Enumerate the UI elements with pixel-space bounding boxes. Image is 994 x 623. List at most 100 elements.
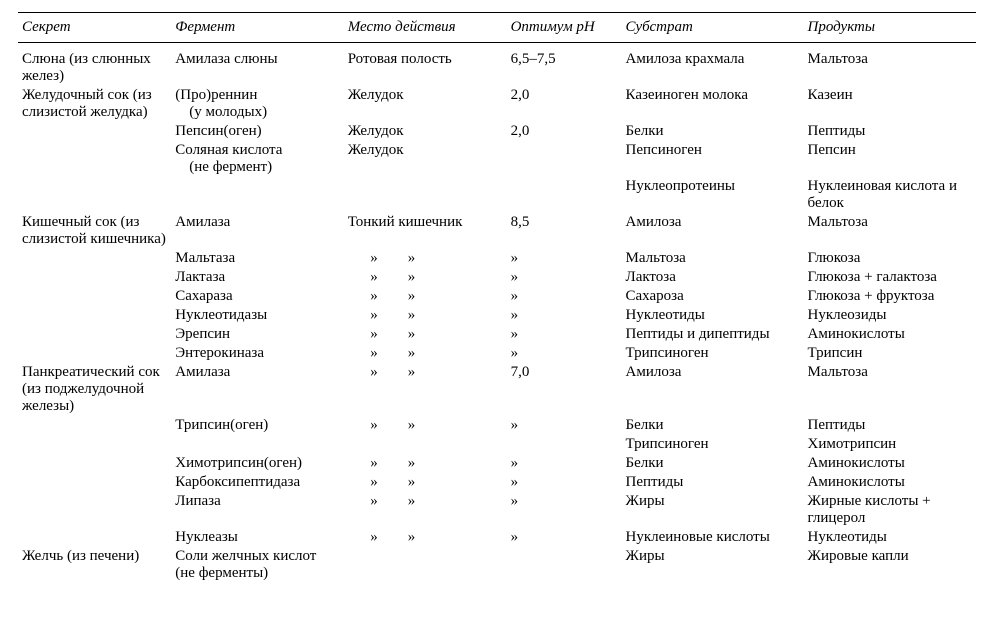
table-cell: [18, 122, 171, 141]
table-row: Панкреатический сок (из поджелудочной же…: [18, 363, 976, 416]
table-cell: Желудочный сок (из слизистой желудка): [18, 86, 171, 122]
table-row: Соляная кислота(не фермент)Желудок Пепсин…: [18, 141, 976, 177]
table-cell: Слюна (из слюнных желез): [18, 43, 171, 87]
table-cell: Пепсиноген: [622, 141, 804, 177]
table-cell: »: [507, 306, 622, 325]
table-cell: [344, 177, 507, 213]
table-cell: » »: [344, 268, 507, 287]
enzymes-table: СекретФерментМесто действияОптимум pHСуб…: [18, 12, 976, 583]
table-cell: Амилоза: [622, 213, 804, 249]
table-cell: »: [507, 473, 622, 492]
table-cell: (Про)реннин(у молодых): [171, 86, 343, 122]
table-cell: Жиры: [622, 547, 804, 583]
table-cell: Амилоза: [622, 363, 804, 416]
table-cell: 7,0: [507, 363, 622, 416]
table-cell: Аминокислоты: [804, 454, 976, 473]
table-cell: Лактаза: [171, 268, 343, 287]
table-cell: Амилаза: [171, 363, 343, 416]
table-row: Трипсин(оген) » »»БелкиПептиды: [18, 416, 976, 435]
table-cell: [18, 306, 171, 325]
table-cell: » »: [344, 528, 507, 547]
table-cell: »: [507, 454, 622, 473]
table-cell: Трипсин(оген): [171, 416, 343, 435]
table-cell: Желудок: [344, 86, 507, 122]
table-cell: Амилаза слюны: [171, 43, 343, 87]
column-header: Субстрат: [622, 13, 804, 43]
table-row: Желчь (из печени)Соли желчных кислот (не…: [18, 547, 976, 583]
table-cell: »: [507, 287, 622, 306]
table-cell: Панкреатический сок (из поджелудочной же…: [18, 363, 171, 416]
table-row: Кишечный сок (из слизистой кишечника)Ами…: [18, 213, 976, 249]
table-cell: » »: [344, 344, 507, 363]
table-row: Сахараза » »»СахарозаГлюкоза + фруктоза: [18, 287, 976, 306]
table-cell: 6,5–7,5: [507, 43, 622, 87]
table-cell: » »: [344, 454, 507, 473]
table-cell: [507, 141, 622, 177]
table-cell: Нуклеотиды: [622, 306, 804, 325]
table-row: Мальтаза » »»МальтозаГлюкоза: [18, 249, 976, 268]
table-cell: Карбоксипептидаза: [171, 473, 343, 492]
table-cell: Мальтоза: [804, 213, 976, 249]
table-cell: [18, 141, 171, 177]
table-cell: Жирные кислоты + глицерол: [804, 492, 976, 528]
table-header: СекретФерментМесто действияОптимум pHСуб…: [18, 13, 976, 43]
table-row: Нуклеазы » »»Нуклеиновые кислотыНуклеоти…: [18, 528, 976, 547]
column-header: Место действия: [344, 13, 507, 43]
table-cell: Белки: [622, 454, 804, 473]
table-cell: Нуклеотиды: [804, 528, 976, 547]
table-row: Липаза » »»ЖирыЖирные кислоты + глицерол: [18, 492, 976, 528]
table-cell: Глюкоза + галактоза: [804, 268, 976, 287]
table-cell: 2,0: [507, 86, 622, 122]
table-row: ТрипсиногенХимотрипсин: [18, 435, 976, 454]
table-cell: [507, 177, 622, 213]
table-cell: [18, 177, 171, 213]
table-cell: Пепсин(оген): [171, 122, 343, 141]
table-cell: Белки: [622, 122, 804, 141]
table-cell: [507, 435, 622, 454]
table-cell: Жировые капли: [804, 547, 976, 583]
table-cell: Пептиды: [804, 122, 976, 141]
table-row: Энтерокиназа » »»ТрипсиногенТрипсин: [18, 344, 976, 363]
table-cell: »: [507, 528, 622, 547]
table-cell: Нуклеотидазы: [171, 306, 343, 325]
table-cell: Белки: [622, 416, 804, 435]
table-cell: Эрепсин: [171, 325, 343, 344]
table-cell: 8,5: [507, 213, 622, 249]
table-cell: Трипсиноген: [622, 435, 804, 454]
table-row: Химотрипсин(оген) » »»БелкиАминокислоты: [18, 454, 976, 473]
table-cell: » »: [344, 249, 507, 268]
table-cell: Амилаза: [171, 213, 343, 249]
table-cell: [18, 325, 171, 344]
table-cell: Сахароза: [622, 287, 804, 306]
table-cell: [18, 268, 171, 287]
table-cell: Казеиноген молока: [622, 86, 804, 122]
table-cell: Кишечный сок (из слизистой кишечника): [18, 213, 171, 249]
table-cell: [18, 287, 171, 306]
table-cell: Нуклеозиды: [804, 306, 976, 325]
table-cell: » »: [344, 416, 507, 435]
table-cell: Нуклеиновая кислота и белок: [804, 177, 976, 213]
table-cell: Мальтоза: [622, 249, 804, 268]
table-row: Карбоксипептидаза » »»ПептидыАминокислот…: [18, 473, 976, 492]
table-cell: Аминокислоты: [804, 473, 976, 492]
table-row: Пепсин(оген)Желудок2,0БелкиПептиды: [18, 122, 976, 141]
table-cell: »: [507, 268, 622, 287]
table-cell: Соляная кислота(не фермент): [171, 141, 343, 177]
table-cell: [18, 249, 171, 268]
table-cell: Желудок: [344, 141, 507, 177]
table-cell: »: [507, 416, 622, 435]
table-row: Нуклеотидазы » »»НуклеотидыНуклеозиды: [18, 306, 976, 325]
table-cell: Соли желчных кислот (не ферменты): [171, 547, 343, 583]
table-body: Слюна (из слюнных желез)Амилаза слюныРот…: [18, 43, 976, 584]
table-cell: Нуклеопротеины: [622, 177, 804, 213]
table-cell: Нуклеиновые кислоты: [622, 528, 804, 547]
table-cell: » »: [344, 287, 507, 306]
table-cell: Желудок: [344, 122, 507, 141]
table-cell: Пептиды: [804, 416, 976, 435]
table-cell: [344, 435, 507, 454]
table-cell: Сахараза: [171, 287, 343, 306]
table-cell: Казеин: [804, 86, 976, 122]
table-row: Лактаза » »»ЛактозаГлюкоза + галактоза: [18, 268, 976, 287]
table-cell: » »: [344, 492, 507, 528]
table-cell: » »: [344, 306, 507, 325]
